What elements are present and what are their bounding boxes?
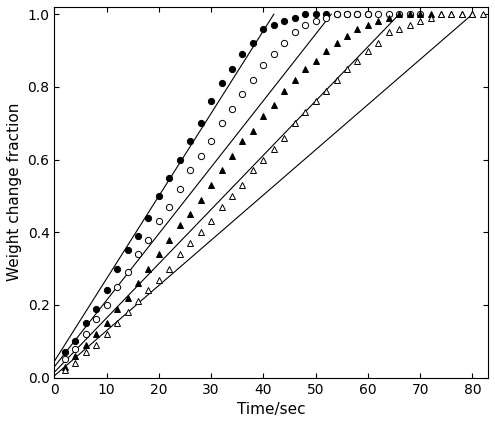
X-axis label: Time/sec: Time/sec xyxy=(237,402,305,417)
Y-axis label: Weight change fraction: Weight change fraction xyxy=(7,103,22,282)
